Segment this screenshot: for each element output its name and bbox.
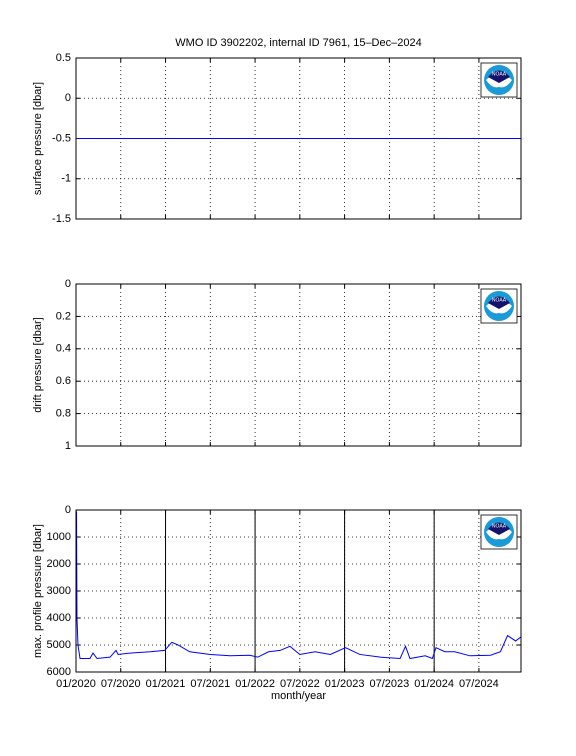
chart-title: WMO ID 3902202, internal ID 7961, 15–Dec… (175, 37, 421, 49)
y-tick-label: 6000 (47, 666, 71, 678)
y-tick-label: 5000 (47, 639, 71, 651)
y-axis-label: surface pressure [dbar] (32, 82, 44, 195)
plot-area (76, 284, 521, 446)
y-tick-label: 3000 (47, 585, 71, 597)
plot-frame (75, 283, 522, 447)
logo-bird (488, 522, 510, 535)
x-tick-label: 01/2023 (325, 678, 365, 690)
x-tick-label: 07/2022 (280, 678, 320, 690)
y-tick-label: 0.4 (56, 343, 71, 355)
logo-bird (488, 70, 510, 83)
y-axis-label: drift pressure [dbar] (32, 317, 44, 412)
y-tick-label: 0 (65, 92, 71, 104)
x-tick-label: 01/2024 (414, 678, 454, 690)
x-tick-label: 07/2020 (101, 678, 141, 690)
x-tick-label: 07/2021 (190, 678, 230, 690)
y-tick-label: 0.5 (56, 52, 71, 64)
x-tick-label: 07/2024 (459, 678, 499, 690)
x-tick-label: 01/2022 (235, 678, 275, 690)
y-tick-label: 1 (65, 440, 71, 452)
noaa-logo: NOAA (480, 514, 518, 550)
y-tick-label: -0.5 (52, 132, 71, 144)
y-axis-label: max. profile pressure [dbar] (32, 524, 44, 658)
logo-bird (488, 296, 510, 309)
noaa-logo: NOAA (480, 62, 518, 98)
y-tick-label: 0.2 (56, 310, 71, 322)
y-tick-label: 0 (65, 504, 71, 516)
y-tick-label: 0.8 (56, 408, 71, 420)
y-tick-label: 2000 (47, 558, 71, 570)
x-tick-label: 01/2020 (56, 678, 96, 690)
noaa-logo: NOAA (480, 288, 518, 324)
y-tick-label: 0.6 (56, 375, 71, 387)
x-axis-label: month/year (271, 690, 326, 702)
y-tick-label: -1 (61, 173, 71, 185)
x-tick-label: 07/2023 (369, 678, 409, 690)
y-tick-label: 1000 (47, 531, 71, 543)
y-tick-label: 4000 (47, 612, 71, 624)
y-tick-label: -1.5 (52, 213, 71, 225)
plot-area (76, 510, 521, 672)
logo-text: NOAA (492, 297, 507, 303)
data-line (76, 511, 522, 660)
plot-frame (75, 57, 522, 220)
plot-frame (75, 509, 522, 673)
x-tick-label: 01/2021 (146, 678, 186, 690)
logo-text: NOAA (492, 71, 507, 77)
logo-text: NOAA (492, 523, 507, 529)
y-tick-label: 0 (65, 278, 71, 290)
